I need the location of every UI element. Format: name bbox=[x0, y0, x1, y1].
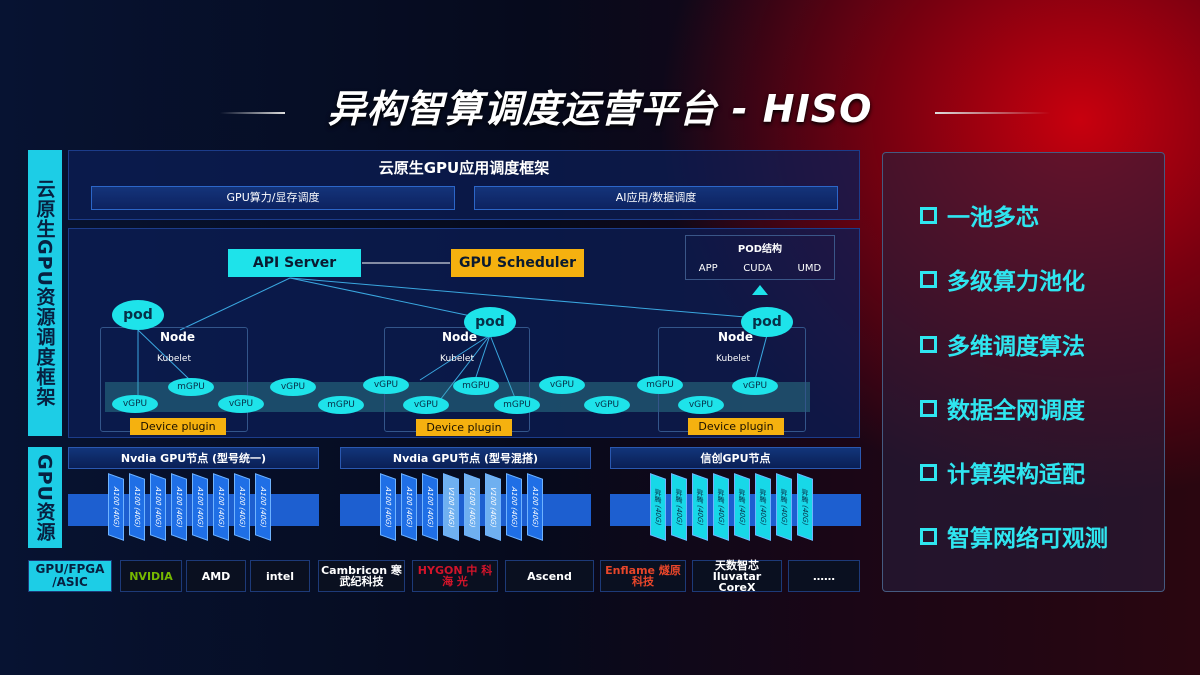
gpu-chip: A100 (40G) bbox=[234, 473, 250, 541]
gpu-chip: 昇腾 (40G) bbox=[713, 473, 729, 541]
gpu-chip: A100 (40G) bbox=[129, 473, 145, 541]
vendor-logo: 天数智芯 Iluvatar CoreX bbox=[692, 560, 782, 593]
vgpu: vGPU bbox=[218, 395, 264, 413]
device-plugin: Device plugin bbox=[416, 419, 512, 436]
gpu-chip: A100 (40G) bbox=[213, 473, 229, 541]
ai-data-scheduling: AI应用/数据调度 bbox=[474, 186, 838, 210]
vgpu: vGPU bbox=[539, 376, 585, 394]
gpu-group-title: 信创GPU节点 bbox=[610, 447, 861, 469]
vgpu: vGPU bbox=[270, 378, 316, 396]
kubelet-label: Kubelet bbox=[157, 354, 191, 364]
vendor-logo: AMD bbox=[186, 560, 246, 592]
gpu-group-title: Nvdia GPU节点 (型号混搭) bbox=[340, 447, 591, 469]
gpu-chip: 昇腾 (40G) bbox=[797, 473, 813, 541]
vendor-logo: Enflame 燧原科技 bbox=[600, 560, 686, 592]
framework-title: 云原生GPU应用调度框架 bbox=[378, 159, 550, 177]
vendor-category-label: GPU/FPGA /ASIC bbox=[28, 560, 112, 592]
pod-structure-item: CUDA bbox=[743, 263, 772, 274]
feature-item: 计算架构适配 bbox=[920, 455, 1085, 489]
checkbox-square-icon bbox=[920, 206, 937, 224]
node-label: Node bbox=[442, 330, 478, 344]
gpu-chip: A100 (40G) bbox=[192, 473, 208, 541]
gpu-chip: A100 (40G) bbox=[108, 473, 124, 541]
vendor-logo: intel bbox=[250, 560, 310, 592]
node-label: Node bbox=[160, 330, 196, 344]
up-arrow-icon bbox=[752, 285, 768, 295]
framework-header: 云原生GPU应用调度框架 GPU算力/显存调度 AI应用/数据调度 bbox=[68, 150, 860, 220]
pod-structure: POD结构 APP CUDA UMD bbox=[685, 235, 835, 280]
device-plugin: Device plugin bbox=[688, 418, 784, 435]
gpu-scheduler-box: GPU Scheduler bbox=[451, 249, 584, 277]
feature-label: 多维调度算法 bbox=[947, 334, 1085, 360]
pod-structure-title: POD结构 bbox=[737, 244, 783, 255]
framework-side-label: 云原生GPU资源调度框架 bbox=[28, 150, 62, 436]
feature-label: 计算架构适配 bbox=[947, 462, 1085, 488]
feature-label: 智算网络可观测 bbox=[947, 526, 1108, 552]
checkbox-square-icon bbox=[920, 270, 937, 288]
gpu-chip: 昇腾 (40G) bbox=[755, 473, 771, 541]
resources-side-label: GPU资源 bbox=[28, 447, 62, 548]
node-label: Node bbox=[718, 330, 754, 344]
mgpu: mGPU bbox=[318, 396, 364, 414]
gpu-chip: A100 (40G) bbox=[401, 473, 417, 541]
gpu-chip: A100 (40G) bbox=[380, 473, 396, 541]
feature-item: 数据全网调度 bbox=[920, 391, 1085, 425]
page-title: 异构智算调度运营平台 - HISO bbox=[327, 87, 873, 131]
vendor-logo: NVIDIA bbox=[120, 560, 182, 592]
mgpu: mGPU bbox=[494, 396, 540, 414]
pod: pod bbox=[741, 307, 793, 337]
vgpu: vGPU bbox=[363, 376, 409, 394]
gpu-chip: 昇腾 (40G) bbox=[650, 473, 666, 541]
feature-label: 数据全网调度 bbox=[947, 398, 1085, 424]
gpu-chip: 昇腾 (40G) bbox=[671, 473, 687, 541]
gpu-chip: A100 (40G) bbox=[506, 473, 522, 541]
vgpu: vGPU bbox=[732, 377, 778, 395]
kubelet-label: Kubelet bbox=[716, 354, 750, 364]
gpu-chip: A100 (40G) bbox=[527, 473, 543, 541]
gpu-compute-scheduling: GPU算力/显存调度 bbox=[91, 186, 455, 210]
feature-item: 多维调度算法 bbox=[920, 327, 1085, 361]
kubelet-label: Kubelet bbox=[440, 354, 474, 364]
gpu-chip: A100 (40G) bbox=[422, 473, 438, 541]
gpu-group-title: Nvdia GPU节点 (型号统一) bbox=[68, 447, 319, 469]
gpu-chip: A100 (40G) bbox=[255, 473, 271, 541]
gpu-chip: 昇腾 (40G) bbox=[734, 473, 750, 541]
pod: pod bbox=[464, 307, 516, 337]
vgpu: vGPU bbox=[403, 396, 449, 414]
mgpu: mGPU bbox=[637, 376, 683, 394]
vendor-logo: Ascend bbox=[505, 560, 594, 592]
gpu-chip: V100 (40G) bbox=[443, 473, 459, 541]
vendor-logo: HYGON 中 科 海 光 bbox=[412, 560, 498, 592]
gpu-chip: V100 (40G) bbox=[485, 473, 501, 541]
gpu-chip: 昇腾 (40G) bbox=[692, 473, 708, 541]
feature-item: 多级算力池化 bbox=[920, 262, 1085, 296]
vendor-logo: …… bbox=[788, 560, 860, 592]
title-decoration-left bbox=[220, 112, 285, 114]
feature-item: 智算网络可观测 bbox=[920, 519, 1108, 553]
mgpu: mGPU bbox=[453, 377, 499, 395]
gpu-chip: V100 (40G) bbox=[464, 473, 480, 541]
gpu-chip: 昇腾 (40G) bbox=[776, 473, 792, 541]
vgpu: vGPU bbox=[112, 395, 158, 413]
gpu-chip: A100 (40G) bbox=[150, 473, 166, 541]
checkbox-square-icon bbox=[920, 335, 937, 353]
mgpu: mGPU bbox=[168, 378, 214, 396]
pod-structure-item: APP bbox=[698, 263, 718, 274]
vgpu: vGPU bbox=[584, 396, 630, 414]
checkbox-square-icon bbox=[920, 527, 937, 545]
device-plugin: Device plugin bbox=[130, 418, 226, 435]
vgpu: vGPU bbox=[678, 396, 724, 414]
features-panel bbox=[882, 152, 1165, 592]
pod: pod bbox=[112, 300, 164, 330]
checkbox-square-icon bbox=[920, 399, 937, 417]
feature-label: 一池多芯 bbox=[947, 205, 1039, 231]
checkbox-square-icon bbox=[920, 463, 937, 481]
vendor-logo: Cambricon 寒武纪科技 bbox=[318, 560, 405, 592]
feature-item: 一池多芯 bbox=[920, 198, 1039, 232]
api-server-box: API Server bbox=[228, 249, 361, 277]
pod-structure-item: UMD bbox=[797, 263, 822, 274]
gpu-chip: A100 (40G) bbox=[171, 473, 187, 541]
feature-label: 多级算力池化 bbox=[947, 269, 1085, 295]
